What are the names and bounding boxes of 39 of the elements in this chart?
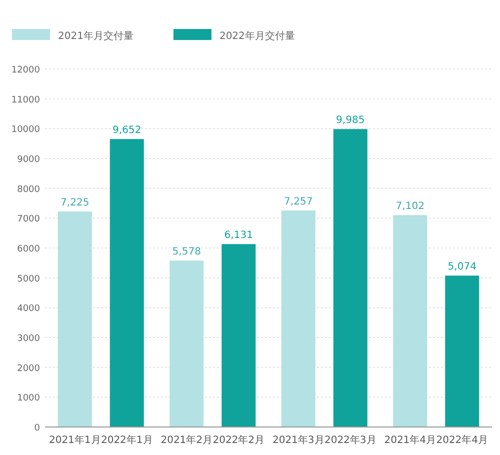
bar [222,244,256,427]
y-tick-label: 3000 [17,334,40,344]
x-tick-label: 2022年3月 [324,434,376,446]
bar [110,139,144,427]
data-label: 9,985 [336,115,365,126]
bar [281,210,316,427]
bar [58,211,92,427]
legend-label: 2021年月交付量 [58,30,134,42]
legend-label: 2022年月交付量 [219,30,295,42]
data-label: 7,257 [284,196,313,208]
y-tick-label: 5000 [17,274,40,284]
x-tick-label: 2022年2月 [212,434,265,446]
x-tick-label: 2021年1月 [48,434,101,446]
data-label: 5,074 [448,262,476,273]
data-label: 5,578 [172,246,201,258]
y-tick-label: 7000 [17,214,40,225]
y-tick-label: 12000 [11,66,40,76]
y-tick-label: 4000 [17,304,40,314]
data-label: 7,225 [60,197,90,208]
y-tick-label: 9000 [17,155,40,165]
y-tick-label: 2000 [17,364,40,374]
y-tick-label: 11000 [11,95,40,106]
y-tick-label: 10000 [11,125,40,136]
bar [393,215,428,427]
bar [445,276,480,427]
x-tick-label: 2022年1月 [100,434,153,446]
y-tick-label: 1000 [17,394,40,404]
y-tick-label: 0 [34,424,40,434]
x-tick-label: 2022年4月 [436,434,488,446]
data-label: 9,652 [112,125,142,136]
x-tick-label: 2021年2月 [160,434,213,446]
x-tick-label: 2021年4月 [384,434,436,446]
y-tick-label: 6000 [17,244,40,254]
data-label: 7,102 [396,201,424,212]
bar [333,129,368,427]
y-tick-label: 8000 [17,184,40,195]
data-label: 6,131 [224,230,253,242]
x-tick-label: 2021年3月 [272,434,324,446]
bar [170,260,204,427]
